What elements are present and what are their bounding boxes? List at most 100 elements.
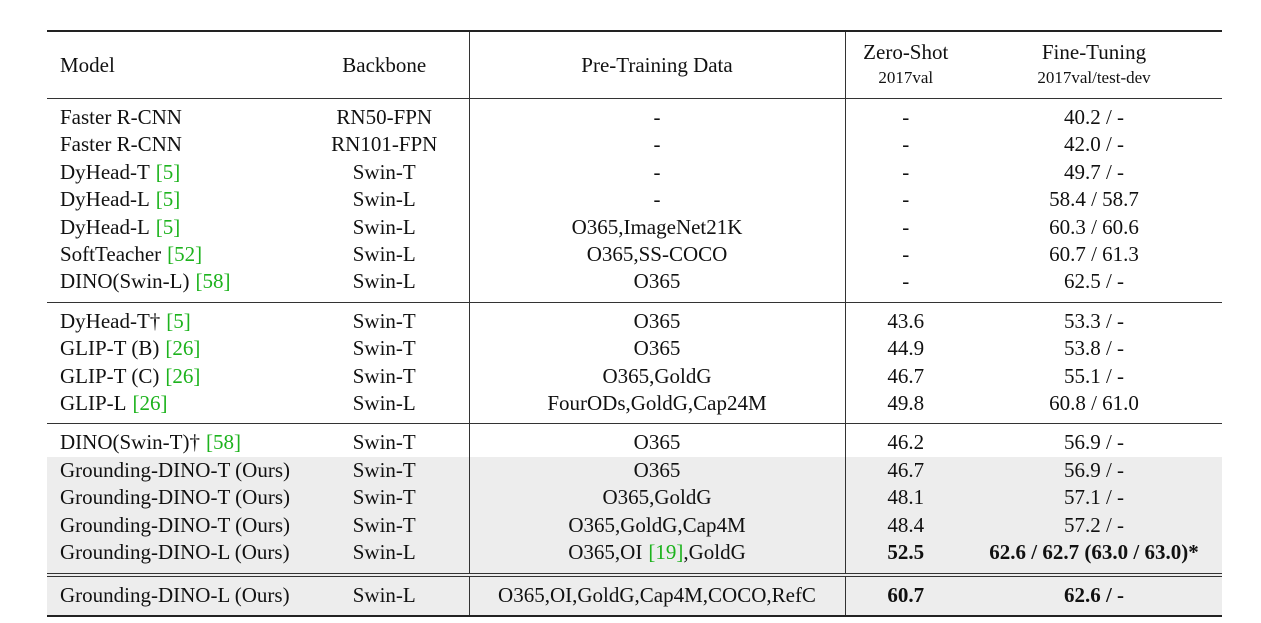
table-cell: 55.1 / - <box>966 363 1222 390</box>
table-cell: O365 <box>468 268 845 303</box>
cell-text: O365 <box>633 457 681 482</box>
citation: [26] <box>132 391 168 416</box>
citation: [5] <box>155 187 181 212</box>
table-cell: 58.4 / 58.7 <box>966 186 1222 213</box>
row-group: Grounding-DINO-L (Ours) Swin-L O365,OI,Gol… <box>47 574 1222 616</box>
table-cell: - <box>844 98 966 132</box>
table-cell: - <box>468 158 845 187</box>
table-cell: 44.9 <box>844 335 966 363</box>
table-cell: SoftTeacher [52] <box>47 241 300 268</box>
table-cell: O365,GoldG <box>468 484 845 512</box>
cell-text: Swin-T <box>352 430 416 455</box>
cell-text: Swin-L <box>352 391 416 416</box>
table-cell: 48.1 <box>844 484 966 512</box>
header-title: Backbone <box>342 53 427 77</box>
table-cell: 62.5 / - <box>966 268 1222 302</box>
cell-text: O365,ImageNet21K <box>571 214 743 239</box>
table-cell: 57.1 / - <box>966 484 1222 512</box>
table-cell: Grounding-DINO-T (Ours) <box>47 484 300 512</box>
citation: [5] <box>155 159 181 184</box>
citation: [26] <box>165 336 201 361</box>
table-row: GLIP-T (B) [26] Swin-T O365 44.9 53.8 / - <box>47 335 1222 363</box>
header-cell: Model <box>47 31 300 99</box>
cell-text: - <box>902 242 910 267</box>
table-cell: Swin-T <box>300 484 469 512</box>
cell-text: Faster R-CNN <box>60 105 182 129</box>
cell-text: 57.2 / - <box>1063 512 1125 537</box>
table-row: DINO(Swin-T)† [58] Swin-T O365 46.2 56.9 / - <box>47 423 1222 457</box>
cell-text: 43.6 <box>887 308 925 333</box>
cell-text: FourODs,GoldG,Cap24M <box>547 391 767 416</box>
table-cell: - <box>844 186 966 214</box>
table-row: Grounding-DINO-L (Ours) Swin-L O365,OI [19]… <box>47 539 1222 575</box>
table-cell: O365,OI [19],GoldG <box>468 539 845 575</box>
cell-text: DyHead-T† <box>60 308 161 333</box>
cell-text: 62.5 / - <box>1063 269 1125 294</box>
table-cell: Swin-L <box>300 186 469 213</box>
table-cell: DyHead-T [5] <box>47 159 300 186</box>
table-cell: Swin-T <box>300 302 469 335</box>
results-table: Model Backbone Pre-Training Data Zero-Shot 2… <box>47 30 1222 617</box>
cell-text: O365 <box>633 430 681 455</box>
table-cell: DyHead-L [5] <box>47 214 300 241</box>
table-row: GLIP-T (C) [26] Swin-T O365,GoldG 46.7 55.1 /… <box>47 362 1222 391</box>
table-cell: 56.9 / - <box>966 424 1222 457</box>
table-cell: GLIP-T (C) [26] <box>47 363 300 390</box>
table-cell: 60.7 / 61.3 <box>966 241 1222 268</box>
cell-text: 60.8 / 61.0 <box>1049 391 1139 416</box>
table-cell: - <box>844 213 966 242</box>
header-subtitle: 2017val/test-dev <box>1037 68 1151 87</box>
cell-text: DyHead-L <box>60 187 150 212</box>
cell-text: - <box>902 269 910 294</box>
table-cell: O365 <box>468 423 845 457</box>
table-cell: 49.8 <box>844 390 966 424</box>
header-title: Model <box>60 53 115 77</box>
table-cell: O365,GoldG,Cap4M <box>468 511 845 540</box>
cell-text: DyHead-L <box>60 214 150 239</box>
cell-text: O365,SS-COCO <box>586 242 728 267</box>
table-cell: - <box>844 158 966 187</box>
header-title: Fine-Tuning <box>1041 40 1147 64</box>
table-cell: RN101-FPN <box>300 131 469 158</box>
cell-text: Swin-T <box>352 308 416 333</box>
header-cell: Fine-Tuning 2017val/test-dev <box>966 31 1222 99</box>
citation: [5] <box>166 308 191 333</box>
cell-text: Faster R-CNN <box>60 132 182 157</box>
table-header: Model Backbone Pre-Training Data Zero-Shot 2… <box>47 31 1222 99</box>
cell-text: Swin-L <box>352 214 416 239</box>
table-cell: O365 <box>468 335 845 363</box>
row-group: Faster R-CNN RN50-FPN - -40.2 / - Faster R-C… <box>47 98 1222 303</box>
cell-text: - <box>902 214 910 239</box>
cell-text: O365,GoldG,Cap4M <box>568 512 746 537</box>
cell-text: - <box>653 132 661 157</box>
header-title: Zero-Shot <box>863 40 949 64</box>
table-cell: 57.2 / - <box>966 511 1222 540</box>
citation: [58] <box>205 430 241 455</box>
table-row: DINO(Swin-L) [58] Swin-L O365 - 62.5 / - <box>47 268 1222 303</box>
table-row: Grounding-DINO-T (Ours) Swin-T O365,GoldG 4… <box>47 484 1222 512</box>
table-cell: 46.2 <box>844 423 966 457</box>
table-cell: 48.4 <box>844 511 966 540</box>
cell-text: Swin-L <box>352 187 416 212</box>
cell-text: GLIP-T (B) <box>60 336 160 361</box>
cell-text: ,GoldG <box>683 540 746 565</box>
cell-text: SoftTeacher <box>60 242 162 267</box>
cell-text: Swin-T <box>352 485 416 510</box>
table-cell: O365 <box>468 456 845 485</box>
table-cell: Swin-T <box>300 159 469 186</box>
cell-text: 44.9 <box>887 336 925 361</box>
cell-text: 46.2 <box>887 430 925 455</box>
cell-text: O365,GoldG <box>602 363 712 388</box>
table-row: Grounding-DINO-L (Ours) Swin-L O365,OI,Gol… <box>47 574 1222 616</box>
table-cell: Grounding-DINO-T (Ours) <box>47 511 300 540</box>
cell-text: 49.7 / - <box>1063 159 1125 184</box>
header-cell: Zero-Shot 2017val <box>844 31 966 99</box>
table-cell: 53.3 / - <box>966 302 1222 335</box>
cell-text: - <box>902 132 910 157</box>
table-cell: 42.0 / - <box>966 131 1222 158</box>
table-cell: O365,SS-COCO <box>468 241 845 269</box>
table-cell: 40.2 / - <box>966 99 1222 132</box>
cell-text: 52.5 <box>887 540 925 565</box>
cell-text: Swin-L <box>352 582 416 607</box>
header-cell: Backbone <box>300 31 469 99</box>
